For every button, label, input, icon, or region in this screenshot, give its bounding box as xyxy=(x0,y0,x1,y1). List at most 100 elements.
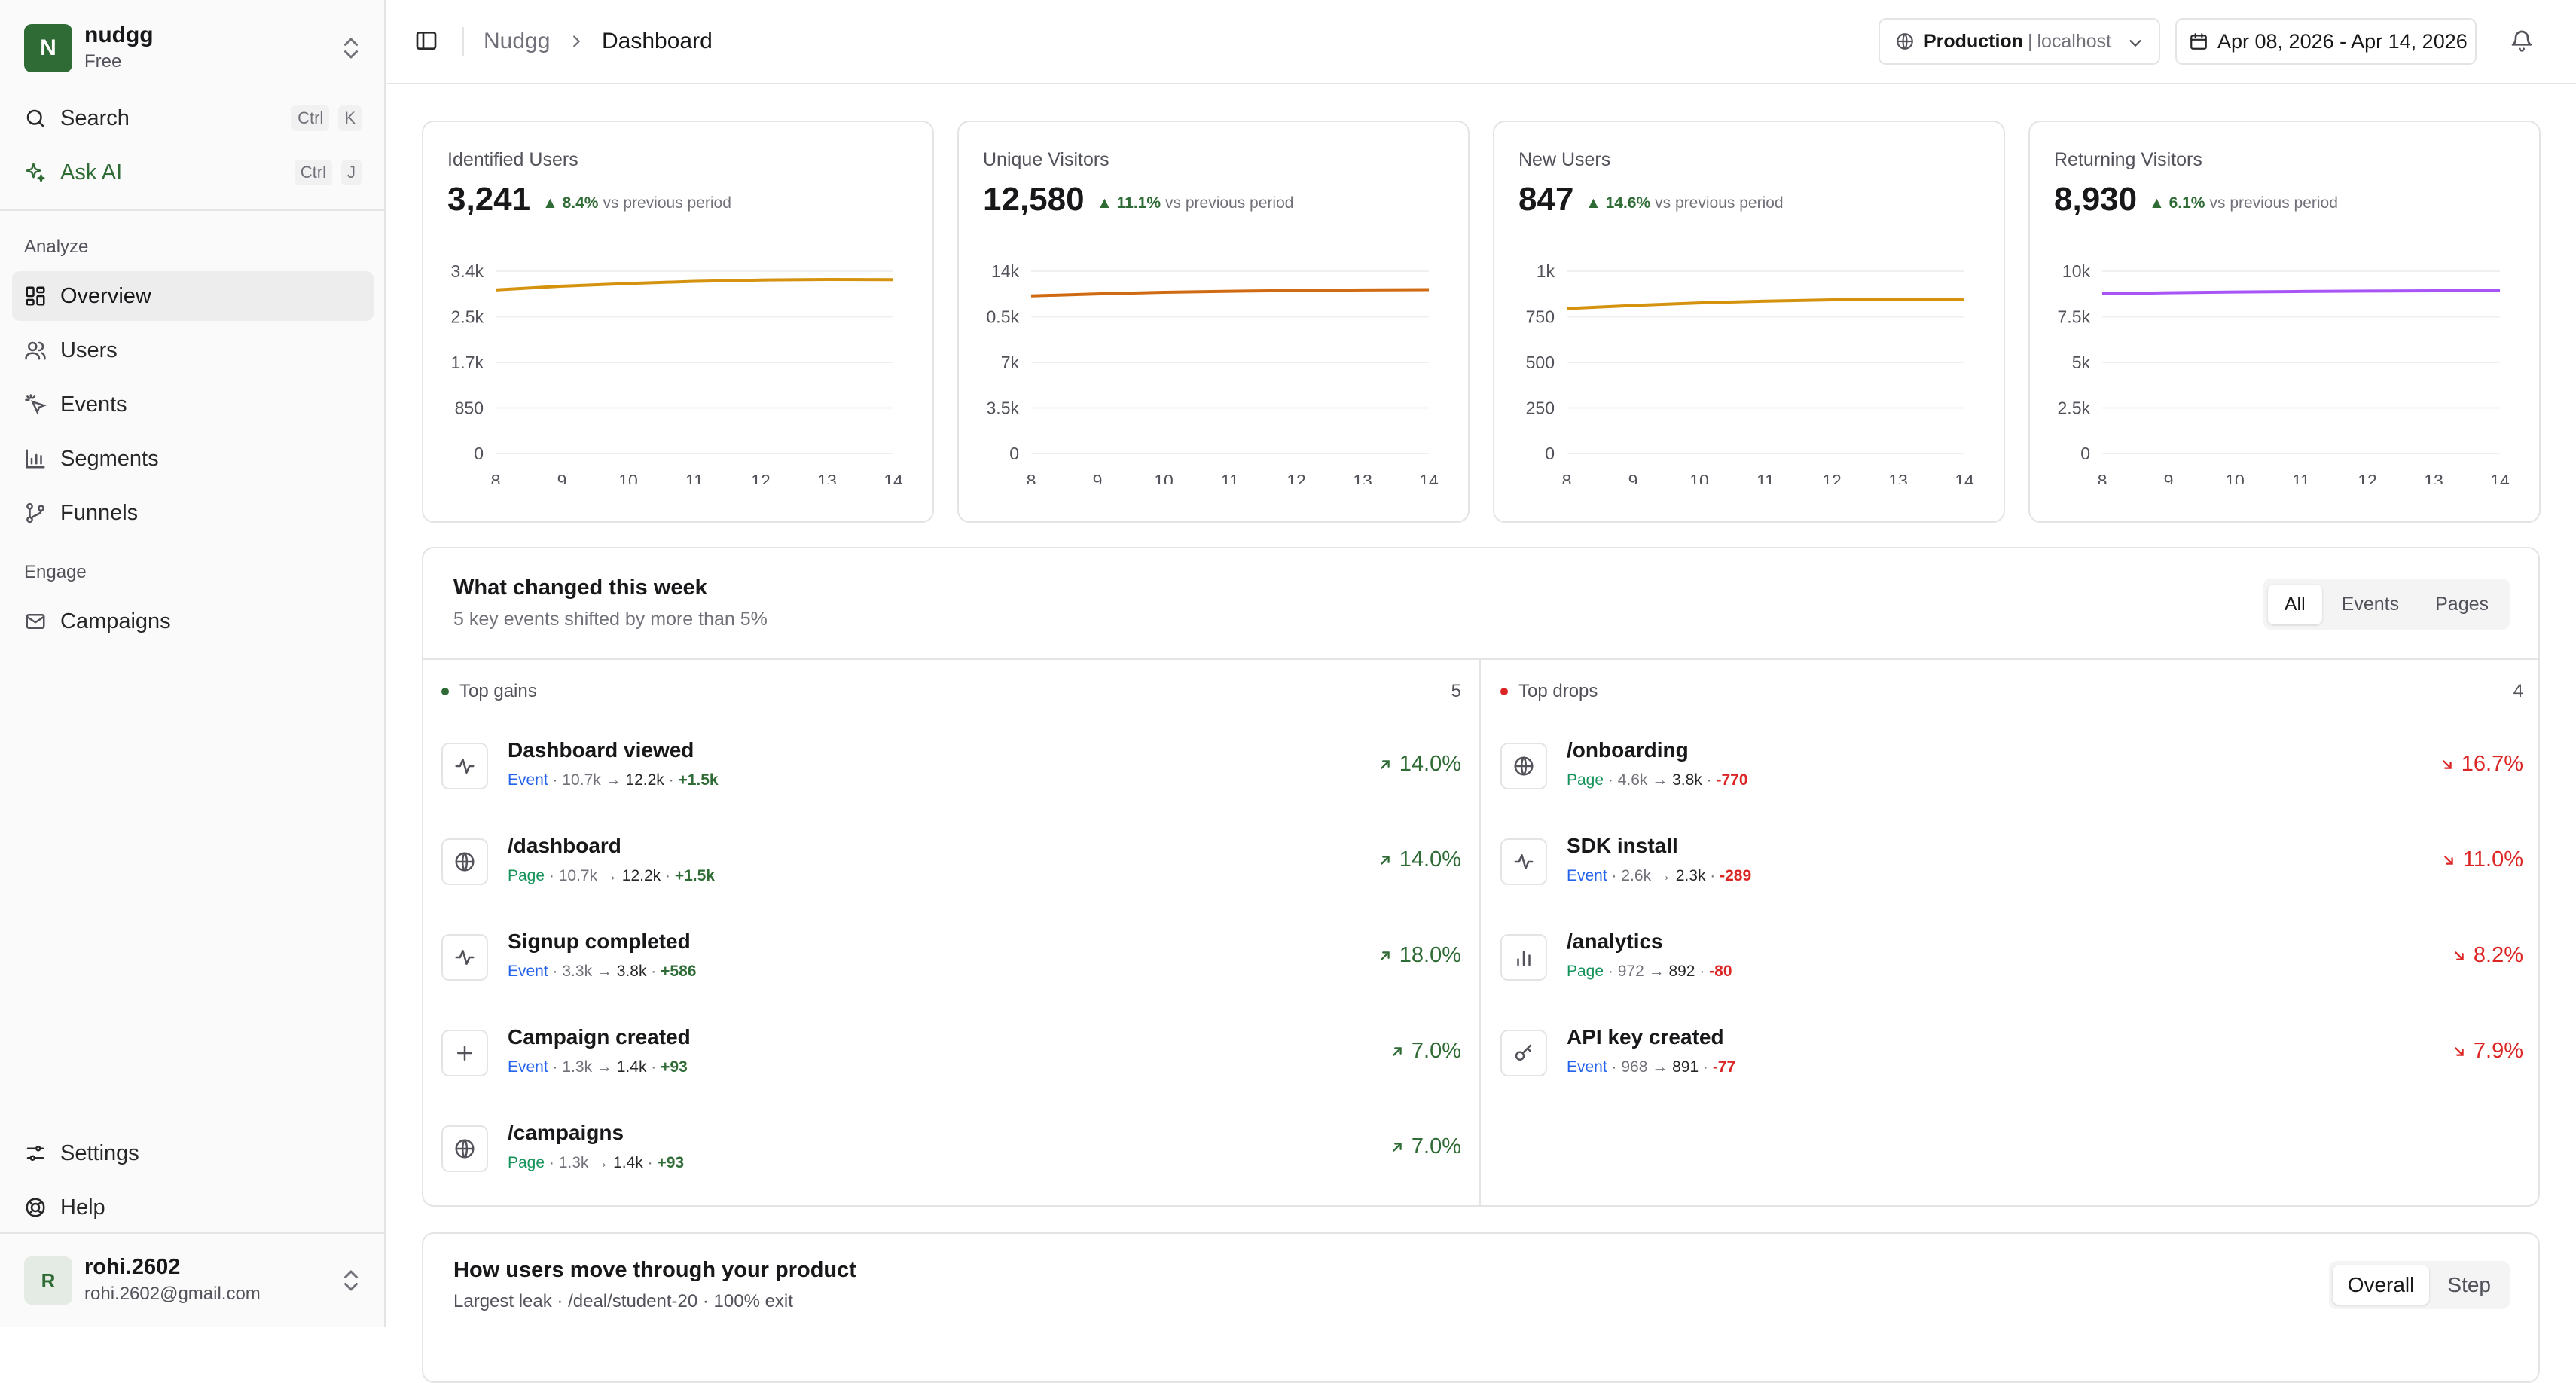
sidebar-item-help[interactable]: Help xyxy=(12,1183,374,1232)
change-meta: Page · 10.7k → 12.2k · +1.5k xyxy=(508,867,715,885)
sidebar-item-events[interactable]: Events xyxy=(12,380,374,429)
change-diff: +586 xyxy=(661,963,697,980)
gain-dot xyxy=(441,688,449,695)
x-tick-label: 12 xyxy=(1286,471,1306,484)
sidebar-item-segments[interactable]: Segments xyxy=(12,434,374,484)
change-row[interactable]: /onboarding Page · 4.6k → 3.8k · -770 16.7… xyxy=(1500,729,2523,812)
panel-title: What changed this week xyxy=(453,575,707,600)
life-buoy-icon xyxy=(26,1198,45,1217)
change-row[interactable]: /campaigns Page · 1.3k → 1.4k · +93 7.0% xyxy=(441,1112,1461,1195)
x-tick-label: 12 xyxy=(2358,471,2377,484)
meta-separator: · xyxy=(664,771,679,789)
environment-selector[interactable]: Production | localhost xyxy=(1879,18,2160,65)
arrow-up-right-icon xyxy=(1381,855,1390,865)
change-to: 891 xyxy=(1672,1058,1699,1076)
x-tick-label: 11 xyxy=(1221,471,1239,484)
y-tick-label: 14k xyxy=(991,261,1020,281)
arrow-up-right-icon xyxy=(1393,1046,1402,1056)
x-tick-label: 8 xyxy=(2098,471,2107,484)
panel-divider xyxy=(423,658,2538,660)
top-drops-header: Top drops xyxy=(1500,681,1598,702)
sidebar-item-label: Segments xyxy=(60,446,159,471)
change-name: /onboarding xyxy=(1567,738,1689,762)
change-type: Event xyxy=(508,1058,548,1076)
sidebar-item-settings[interactable]: Settings xyxy=(12,1128,374,1178)
ask-ai-button[interactable]: Ask AI Ctrl J xyxy=(12,148,374,197)
x-tick-label: 11 xyxy=(2292,471,2310,484)
x-tick-label: 11 xyxy=(1757,471,1775,484)
tab-step[interactable]: Step xyxy=(2447,1273,2491,1296)
activity-icon xyxy=(455,759,475,774)
change-percent-value: 18.0% xyxy=(1399,943,1461,967)
sidebar-item-users[interactable]: Users xyxy=(12,325,374,375)
change-diff: +93 xyxy=(657,1154,685,1171)
arrow-right-glyph: → xyxy=(597,867,622,884)
calendar-icon xyxy=(2190,33,2207,50)
change-type: Page xyxy=(1567,963,1604,980)
change-from: 10.7k xyxy=(558,867,598,884)
change-name: Campaign created xyxy=(508,1025,691,1049)
change-type: Event xyxy=(508,963,548,980)
change-percent: 7.0% xyxy=(1389,1134,1461,1159)
user-menu[interactable]: R rohi.2602 rohi.2602@gmail.com xyxy=(24,1252,365,1309)
sidebar-item-funnels[interactable]: Funnels xyxy=(12,488,374,538)
change-diff: +93 xyxy=(661,1058,688,1076)
y-tick-label: 7.5k xyxy=(2058,307,2091,327)
globe-icon-tile xyxy=(441,1125,488,1172)
kpi-card: New Users 847 ▲ 14.6% vs previous period 0 25… xyxy=(1493,121,2005,523)
key-icon-tile xyxy=(1500,1030,1547,1076)
tab-overall[interactable]: Overall xyxy=(2332,1265,2430,1305)
change-percent-value: 16.7% xyxy=(2461,752,2523,776)
sidebar: N nudgg Free Search Ctrl K Ask AI Ctrl J… xyxy=(0,0,386,1327)
change-type: Page xyxy=(508,1154,545,1171)
top-gains-header: Top gains xyxy=(441,681,537,702)
change-row[interactable]: SDK install Event · 2.6k → 2.3k · -289 11.… xyxy=(1500,825,2523,908)
meta-separator: · xyxy=(1604,963,1618,980)
bell-icon[interactable] xyxy=(2510,29,2534,53)
y-tick-label: 2.5k xyxy=(2058,398,2091,418)
meta-separator: · xyxy=(548,963,563,980)
workspace-switcher[interactable]: N nudgg Free xyxy=(24,23,365,74)
sidebar-divider xyxy=(0,209,386,211)
change-row[interactable]: Campaign created Event · 1.3k → 1.4k · +9… xyxy=(441,1016,1461,1099)
change-to: 2.3k xyxy=(1675,867,1706,884)
change-meta: Page · 1.3k → 1.4k · +93 xyxy=(508,1154,684,1172)
change-diff: +1.5k xyxy=(674,867,715,884)
top-drops-column: Top drops 4 /onboarding Page · 4.6k → 3.8… xyxy=(1482,660,2538,1205)
sidebar-toggle-icon[interactable] xyxy=(414,29,438,53)
y-tick-label: 0 xyxy=(1009,444,1019,463)
tab-pages[interactable]: Pages xyxy=(2435,593,2489,615)
meta-separator: · xyxy=(1705,867,1720,884)
x-tick-label: 13 xyxy=(1888,471,1908,484)
date-range-picker[interactable]: Apr 08, 2026 - Apr 14, 2026 xyxy=(2175,18,2477,65)
y-tick-label: 1k xyxy=(1537,261,1555,281)
nav-group-label-engage: Engage xyxy=(24,562,87,582)
arrow-right-glyph: → xyxy=(592,963,617,980)
breadcrumb-root[interactable]: Nudgg xyxy=(484,29,551,53)
tab-events[interactable]: Events xyxy=(2341,593,2400,615)
x-tick-label: 9 xyxy=(1628,471,1638,484)
search-button[interactable]: Search Ctrl K xyxy=(12,93,374,143)
arrow-right-glyph: → xyxy=(588,1154,614,1171)
sidebar-item-overview[interactable]: Overview xyxy=(12,271,374,321)
tab-all[interactable]: All xyxy=(2267,584,2322,624)
search-shortcut: Ctrl K xyxy=(291,105,362,131)
change-name: /campaigns xyxy=(508,1121,624,1144)
mouse-pointer-click-icon xyxy=(25,394,47,415)
change-row[interactable]: Dashboard viewed Event · 10.7k → 12.2k · … xyxy=(441,729,1461,812)
change-from: 972 xyxy=(1617,963,1644,980)
kpi-card: Unique Visitors 12,580 ▲ 11.1% vs previous … xyxy=(957,121,1470,523)
kpi-value: 847 xyxy=(1518,181,1574,218)
activity-icon xyxy=(1514,854,1534,869)
meta-separator: · xyxy=(1607,1058,1622,1076)
arrow-up-right-icon xyxy=(1393,1142,1402,1152)
sidebar-item-campaigns[interactable]: Campaigns xyxy=(12,597,374,646)
change-row[interactable]: Signup completed Event · 3.3k → 3.8k · +5… xyxy=(441,920,1461,1003)
plus-icon xyxy=(457,1046,472,1061)
y-tick-label: 0 xyxy=(474,444,484,463)
change-row[interactable]: /analytics Page · 972 → 892 · -80 8.2% xyxy=(1500,920,2523,1003)
arrow-right-glyph: → xyxy=(1647,771,1673,789)
change-to: 12.2k xyxy=(625,771,664,789)
change-row[interactable]: API key created Event · 968 → 891 · -77 7.… xyxy=(1500,1016,2523,1099)
change-row[interactable]: /dashboard Page · 10.7k → 12.2k · +1.5k 14… xyxy=(441,825,1461,908)
